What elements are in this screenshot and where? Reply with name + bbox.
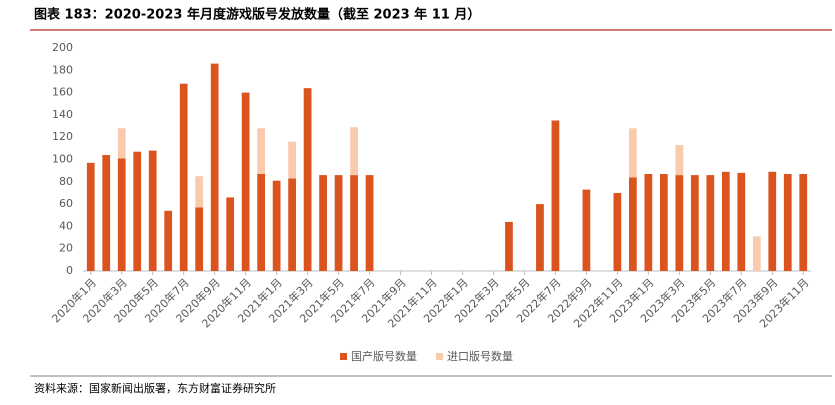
legend-label: 国产版号数量 xyxy=(351,349,417,363)
legend-swatch xyxy=(340,353,347,360)
bar xyxy=(690,175,699,271)
bar xyxy=(257,173,265,271)
bar xyxy=(350,175,358,271)
y-tick-label: 40 xyxy=(59,219,73,232)
y-tick-label: 0 xyxy=(66,264,73,277)
y-tick-label: 140 xyxy=(52,108,73,121)
bar xyxy=(303,88,312,271)
bar xyxy=(706,175,715,271)
bar xyxy=(195,207,204,271)
bar xyxy=(226,197,235,271)
bar xyxy=(629,177,637,271)
bar xyxy=(117,158,126,271)
bar xyxy=(659,173,668,271)
bar xyxy=(799,173,808,271)
bar xyxy=(783,173,792,271)
bar xyxy=(613,192,622,271)
bar xyxy=(133,151,142,271)
y-tick-label: 80 xyxy=(59,175,73,188)
y-tick-label: 60 xyxy=(59,197,73,210)
bar xyxy=(721,171,730,271)
y-tick-label: 160 xyxy=(52,86,73,99)
bar xyxy=(768,171,777,271)
bar xyxy=(288,141,296,179)
bar xyxy=(675,145,684,176)
legend-label: 进口版号数量 xyxy=(447,349,513,363)
bar xyxy=(505,221,513,271)
bar xyxy=(350,127,358,176)
bar xyxy=(629,128,637,178)
y-tick-label: 180 xyxy=(52,63,73,76)
bar xyxy=(210,63,219,271)
bar xyxy=(272,180,281,271)
bar xyxy=(179,83,188,272)
bar xyxy=(644,173,653,271)
bar xyxy=(675,175,684,271)
bar xyxy=(86,162,95,271)
y-tick-label: 20 xyxy=(59,242,73,255)
bar xyxy=(117,128,126,159)
y-tick-label: 120 xyxy=(52,130,73,143)
bar xyxy=(536,204,544,271)
bar xyxy=(164,210,173,271)
bar xyxy=(257,128,265,174)
bar xyxy=(195,176,204,208)
bar xyxy=(752,236,761,271)
bar xyxy=(148,150,157,271)
legend-swatch xyxy=(436,353,443,360)
source: 资料来源：国家新闻出版署，东方财富证券研究所 xyxy=(34,381,276,395)
bar xyxy=(737,172,746,271)
bar xyxy=(288,178,296,271)
bar xyxy=(582,189,591,271)
bar xyxy=(365,175,374,271)
y-tick-label: 200 xyxy=(52,41,73,54)
bar xyxy=(102,155,111,271)
bar xyxy=(241,92,250,271)
bar xyxy=(551,120,560,271)
bar xyxy=(319,175,327,271)
chart-title: 图表 183：2020-2023 年月度游戏版号发放数量（截至 2023 年 1… xyxy=(34,7,480,23)
y-tick-label: 100 xyxy=(52,153,73,166)
bar xyxy=(334,175,343,271)
